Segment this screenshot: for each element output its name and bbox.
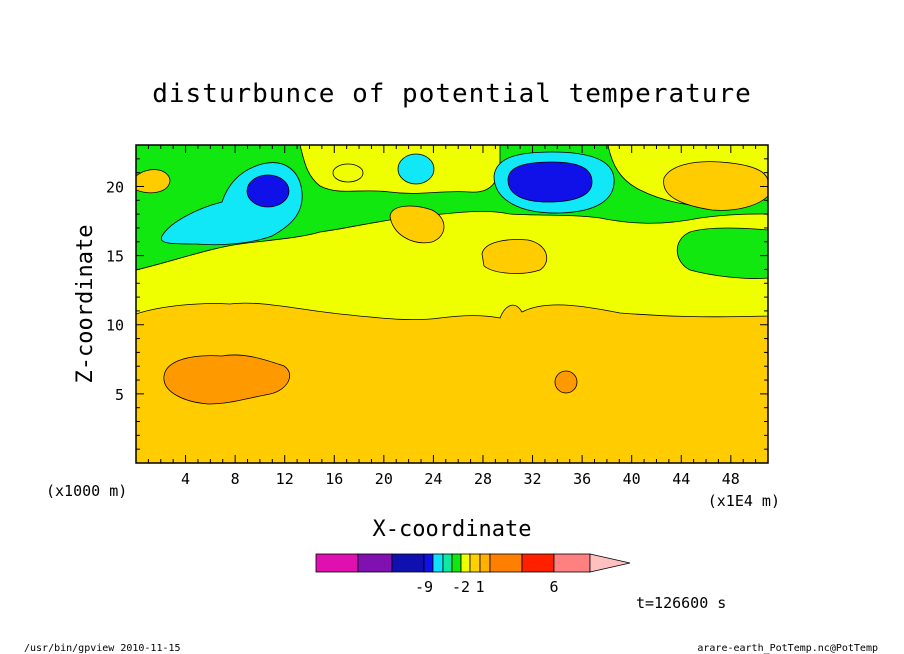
colorbar-tick-label: -2 (452, 578, 470, 596)
x-tick-label: 48 (722, 470, 740, 488)
colorbar-segment (315, 553, 359, 573)
colorbar-segment (451, 553, 462, 573)
y-tick-label: 5 (115, 386, 124, 404)
region-5-to-6-left (163, 354, 290, 405)
region-2-to-3-center-low (481, 239, 548, 274)
colorbar-segment (521, 553, 555, 573)
colorbar-segment (489, 553, 523, 573)
colorbar-segment (469, 553, 481, 573)
colorbar-segment (479, 553, 491, 573)
x-unit-left: (x1000 m) (46, 482, 127, 500)
region-2-to-3-right (663, 161, 768, 211)
region-minus2-to-minus1-center (397, 153, 435, 185)
x-tick-labels: 4 8 12 16 20 24 28 32 36 40 44 48 (181, 470, 740, 488)
region-minus3-to-minus2-left (246, 174, 290, 208)
x-unit-right: (x1E4 m) (708, 492, 780, 510)
region-minus1-to-0-right (676, 227, 768, 279)
colorbar-segment (460, 553, 471, 573)
y-tick-label: 10 (106, 317, 124, 335)
y-tick-label: 20 (106, 178, 124, 196)
colorbar-labels: -9 -2 1 6 (415, 578, 559, 596)
region-minus3-to-minus2-right (507, 161, 593, 203)
x-tick-label: 24 (424, 470, 442, 488)
x-tick-label: 28 (474, 470, 492, 488)
region-2-to-3-center (389, 205, 445, 244)
x-axis-label: X-coordinate (373, 517, 532, 542)
colorbar-tick-label: 6 (549, 578, 558, 596)
x-tick-label: 36 (573, 470, 591, 488)
y-tick-labels: 5 10 15 20 (106, 178, 124, 403)
region-1-to-2-small (332, 163, 364, 183)
footer-right: arare-earth_PotTemp.nc@PotTemp (697, 643, 878, 654)
x-tick-label: 20 (375, 470, 393, 488)
plot-area (136, 145, 768, 463)
colorbar-segment (357, 553, 393, 573)
colorbar-arrow (589, 553, 631, 573)
colorbar-segment (432, 553, 444, 573)
time-label: t=126600 s (636, 594, 726, 612)
colorbar-segment (391, 553, 425, 573)
x-tick-label: 12 (276, 470, 294, 488)
region-2-to-3-top-left (136, 169, 171, 194)
colorbar-segment (553, 553, 591, 573)
colorbar-segment (423, 553, 434, 573)
x-tick-label: 32 (524, 470, 542, 488)
y-tick-label: 15 (106, 248, 124, 266)
plot-frame (135, 144, 769, 464)
colorbar-tick-label: -9 (415, 578, 433, 596)
region-5-to-6-right (554, 370, 578, 394)
x-tick-label: 8 (231, 470, 240, 488)
chart-title: disturbunce of potential temperature (152, 79, 752, 109)
colorbar-segment (442, 553, 453, 573)
x-tick-label: 40 (623, 470, 641, 488)
axis-ticks (136, 145, 768, 463)
footer-left: /usr/bin/gpview 2010-11-15 (24, 643, 181, 654)
x-tick-label: 16 (325, 470, 343, 488)
colorbar-tick-label: 1 (475, 578, 484, 596)
y-axis-label: Z-coordinate (73, 225, 98, 384)
x-tick-label: 44 (672, 470, 690, 488)
colorbar (315, 553, 631, 573)
x-tick-label: 4 (181, 470, 190, 488)
